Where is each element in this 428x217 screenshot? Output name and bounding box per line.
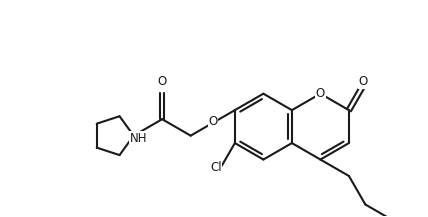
Text: O: O — [358, 76, 368, 89]
Text: O: O — [208, 115, 218, 128]
Text: O: O — [316, 87, 325, 100]
Text: NH: NH — [130, 132, 147, 145]
Text: O: O — [158, 75, 167, 88]
Text: Cl: Cl — [210, 161, 222, 174]
